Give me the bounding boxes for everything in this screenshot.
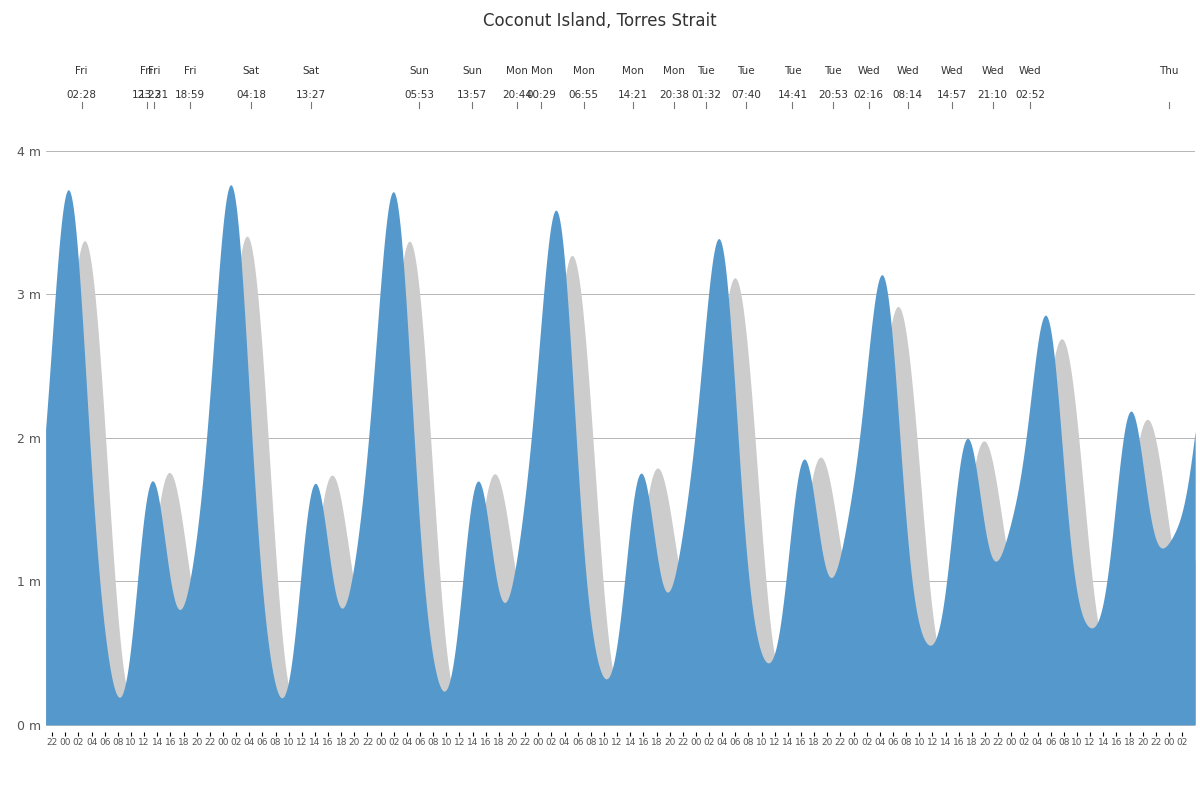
Text: 07:40: 07:40 bbox=[731, 90, 761, 100]
Text: Tue: Tue bbox=[784, 66, 802, 76]
Text: Mon: Mon bbox=[622, 66, 643, 76]
Text: 02:52: 02:52 bbox=[1015, 90, 1045, 100]
Text: Wed: Wed bbox=[1019, 66, 1042, 76]
Text: 13:57: 13:57 bbox=[457, 90, 487, 100]
Text: Wed: Wed bbox=[857, 66, 880, 76]
Text: Fri: Fri bbox=[148, 66, 161, 76]
Text: Mon: Mon bbox=[662, 66, 685, 76]
Text: 13:27: 13:27 bbox=[296, 90, 326, 100]
Text: Mon: Mon bbox=[506, 66, 528, 76]
Text: 06:55: 06:55 bbox=[569, 90, 599, 100]
Text: Sat: Sat bbox=[302, 66, 320, 76]
Text: 14:57: 14:57 bbox=[937, 90, 967, 100]
Text: 21:10: 21:10 bbox=[978, 90, 1008, 100]
Text: 20:38: 20:38 bbox=[659, 90, 689, 100]
Text: Tue: Tue bbox=[697, 66, 715, 76]
Text: Tue: Tue bbox=[738, 66, 755, 76]
Text: 01:32: 01:32 bbox=[691, 90, 721, 100]
Text: Mon: Mon bbox=[572, 66, 595, 76]
Text: Sun: Sun bbox=[409, 66, 430, 76]
Text: Wed: Wed bbox=[982, 66, 1004, 76]
Text: 08:14: 08:14 bbox=[893, 90, 923, 100]
Text: 18:59: 18:59 bbox=[175, 90, 205, 100]
Text: Fri: Fri bbox=[76, 66, 88, 76]
Text: Wed: Wed bbox=[896, 66, 919, 76]
Text: 02:28: 02:28 bbox=[66, 90, 96, 100]
Text: Fri: Fri bbox=[184, 66, 197, 76]
Text: Sat: Sat bbox=[242, 66, 259, 76]
Text: 02:16: 02:16 bbox=[853, 90, 883, 100]
Text: 04:18: 04:18 bbox=[236, 90, 266, 100]
Text: Sun: Sun bbox=[462, 66, 482, 76]
Text: 00:29: 00:29 bbox=[527, 90, 557, 100]
Text: Coconut Island, Torres Strait: Coconut Island, Torres Strait bbox=[484, 12, 716, 30]
Text: 13:31: 13:31 bbox=[139, 90, 169, 100]
Text: 14:21: 14:21 bbox=[618, 90, 648, 100]
Text: Thu: Thu bbox=[1159, 66, 1178, 76]
Text: 20:53: 20:53 bbox=[818, 90, 848, 100]
Text: 12:22: 12:22 bbox=[132, 90, 162, 100]
Text: Fri: Fri bbox=[140, 66, 152, 76]
Text: 20:44: 20:44 bbox=[502, 90, 532, 100]
Text: 14:41: 14:41 bbox=[778, 90, 808, 100]
Text: Tue: Tue bbox=[824, 66, 842, 76]
Text: Wed: Wed bbox=[941, 66, 964, 76]
Text: Mon: Mon bbox=[530, 66, 552, 76]
Text: 05:53: 05:53 bbox=[404, 90, 434, 100]
